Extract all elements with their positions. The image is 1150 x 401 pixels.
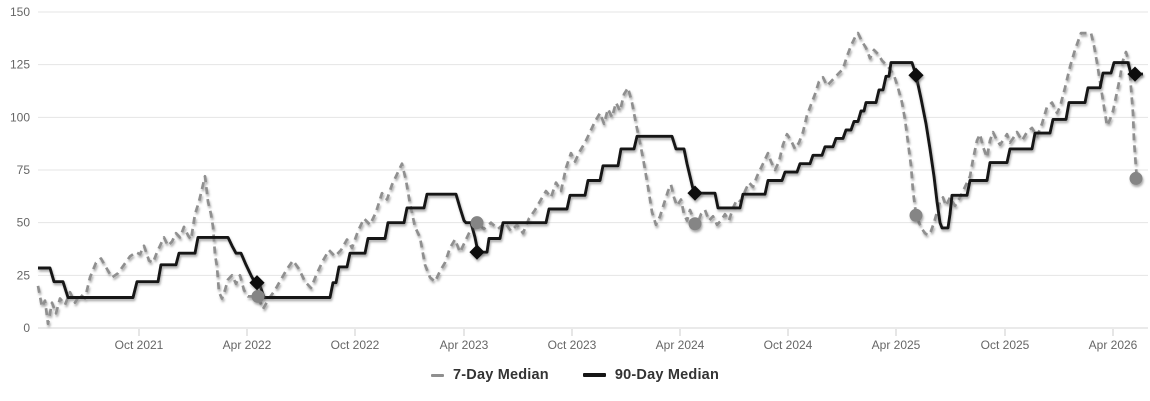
y-tick-label: 50 (17, 216, 31, 230)
x-tick-label: Apr 2025 (872, 338, 921, 352)
line-chart-svg: 0 25 50 75 100 125 150 Oct 2021 Apr 2022 Oct 2022… (10, 5, 1148, 352)
x-tick-label: Oct 2024 (764, 338, 813, 352)
y-tick-label: 0 (23, 321, 30, 335)
legend-label-7-day-median: 7-Day Median (452, 367, 549, 383)
legend-label-90-day-median: 90-Day Median (614, 367, 719, 383)
diamond-marker-90-day-median (469, 244, 485, 260)
circle-marker-7-day-median (251, 289, 265, 303)
diamond-marker-90-day-median (1127, 66, 1143, 82)
circle-marker-7-day-median (1129, 171, 1143, 185)
x-tick-label: Apr 2022 (223, 338, 272, 352)
x-axis: Oct 2021 Apr 2022 Oct 2022 Apr 2023 Oct 2023… (115, 329, 1138, 352)
y-tick-label: 150 (10, 5, 30, 19)
legend-item-90-day-median[interactable]: 90-Day Median (582, 367, 719, 383)
circle-marker-7-day-median (688, 217, 702, 231)
series-line-7-day-median (36, 31, 1139, 326)
x-tick-label: Apr 2024 (656, 338, 705, 352)
y-axis-labels: 0 25 50 75 100 125 150 (10, 5, 30, 335)
legend-item-7-day-median[interactable]: 7-Day Median (430, 367, 549, 383)
gridlines (38, 11, 1148, 329)
series-lines (36, 31, 1143, 326)
diamond-marker-90-day-median (687, 185, 703, 201)
y-tick-label: 75 (17, 163, 31, 177)
x-tick-label: Apr 2026 (1089, 338, 1138, 352)
y-tick-label: 125 (10, 58, 30, 72)
diamond-marker-90-day-median (908, 67, 924, 83)
circle-marker-7-day-median (470, 216, 484, 230)
y-tick-label: 25 (17, 268, 31, 282)
circle-marker-7-day-median (909, 208, 923, 222)
chart-legend: 7-Day Median 90-Day Median (0, 358, 1150, 392)
7-day-median-line-swatch-icon (430, 373, 444, 377)
y-tick-label: 100 (10, 110, 30, 124)
x-tick-label: Oct 2025 (981, 338, 1030, 352)
series-line-90-day-median (38, 61, 1143, 299)
x-tick-label: Apr 2023 (440, 338, 489, 352)
x-tick-label: Oct 2023 (548, 338, 597, 352)
x-tick-label: Oct 2022 (331, 338, 380, 352)
x-tick-label: Oct 2021 (115, 338, 164, 352)
annotation-markers (249, 66, 1143, 303)
90-day-median-line-swatch-icon (582, 373, 606, 377)
